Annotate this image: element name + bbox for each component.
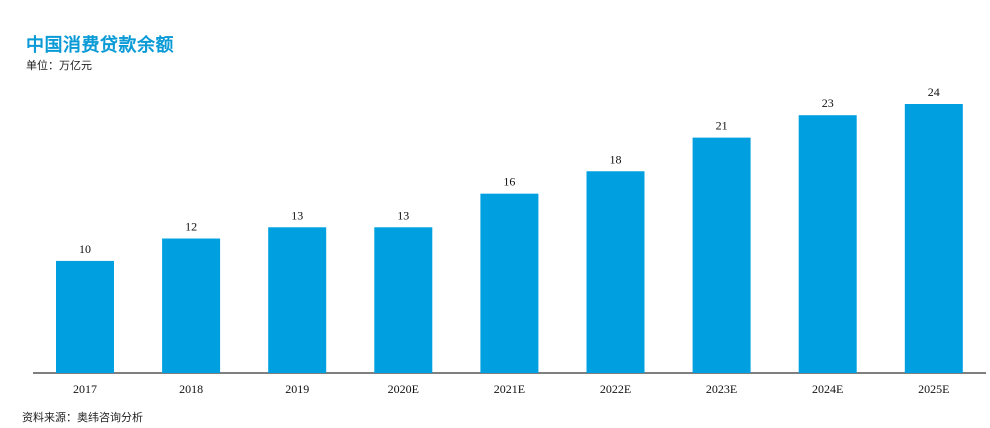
x-tick-label-2025E: 2025E — [918, 382, 949, 396]
source-note: 资料来源：奥纬咨询分析 — [22, 411, 143, 424]
bar-2024E — [798, 115, 857, 373]
x-tick-label-2021E: 2021E — [494, 382, 525, 396]
data-label-2023E: 21 — [716, 119, 728, 133]
x-tick-label-2022E: 2022E — [600, 382, 631, 396]
bar-2017 — [56, 260, 114, 373]
x-tick-label-2020E: 2020E — [388, 382, 419, 396]
bar-2019 — [268, 227, 327, 373]
bar-2022E — [586, 171, 645, 373]
data-label-2018: 12 — [185, 220, 197, 234]
data-label-2020E: 13 — [397, 208, 409, 222]
data-label-2017: 10 — [79, 242, 91, 256]
x-tick-label-2017: 2017 — [73, 382, 97, 396]
data-label-2019: 13 — [291, 208, 303, 222]
data-label-2025E: 24 — [928, 85, 940, 99]
data-label-2024E: 23 — [822, 96, 834, 110]
data-label-2022E: 18 — [610, 152, 622, 166]
data-label-2021E: 16 — [503, 175, 515, 189]
bar-2020E — [374, 227, 433, 373]
bar-2025E — [904, 104, 963, 373]
x-tick-label-2024E: 2024E — [812, 382, 843, 396]
x-tick-label-2018: 2018 — [179, 382, 203, 396]
chart-unit: 单位：万亿元 — [26, 59, 92, 72]
bar-2021E — [480, 193, 539, 373]
bar-2023E — [692, 137, 751, 373]
bar-2018 — [162, 238, 221, 373]
x-tick-label-2023E: 2023E — [706, 382, 737, 396]
chart-title: 中国消费贷款余额 — [26, 35, 174, 56]
x-tick-label-2019: 2019 — [285, 382, 309, 396]
